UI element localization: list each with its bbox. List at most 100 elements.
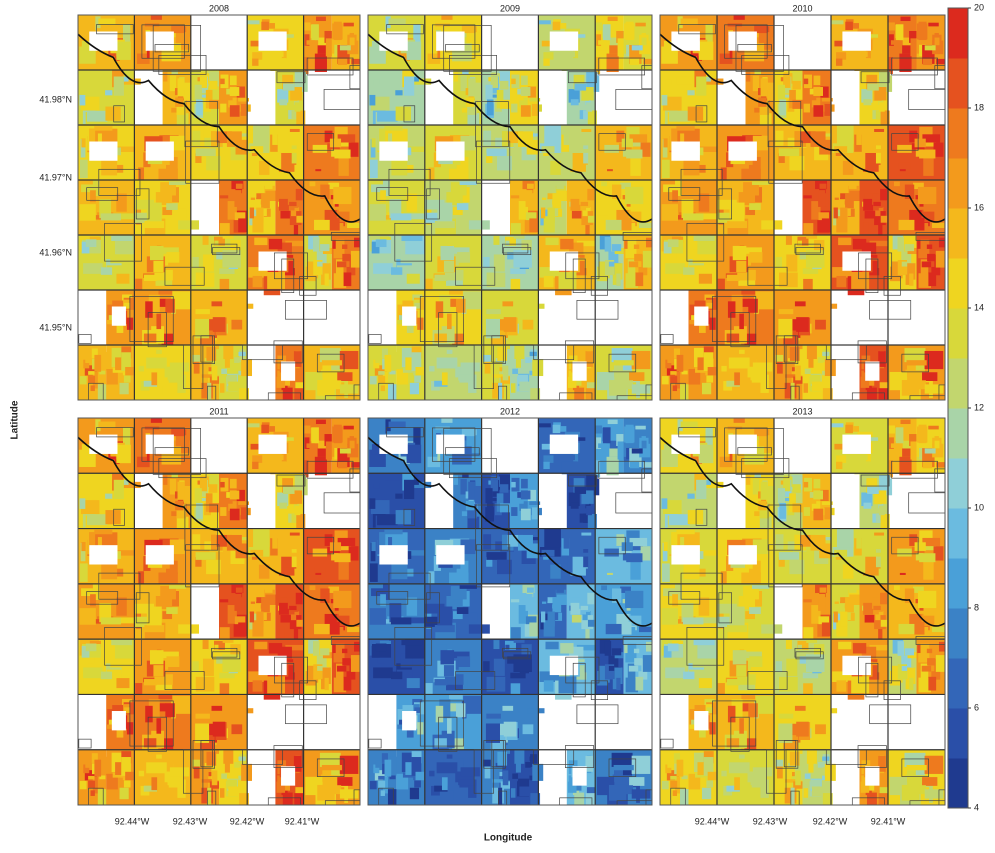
field-patch: [778, 488, 785, 503]
field-patch: [391, 617, 412, 624]
no-data: [89, 545, 117, 564]
field-patch: [854, 461, 870, 474]
field-patch: [932, 223, 944, 228]
field-patch: [915, 542, 926, 551]
x-tick-label: 92.44°W: [695, 816, 730, 826]
no-data: [728, 142, 757, 161]
field-patch: [807, 346, 817, 359]
field-patch: [295, 506, 301, 515]
field-patch: [815, 724, 826, 734]
field-patch: [635, 426, 645, 430]
field-patch: [609, 666, 614, 671]
field-patch: [776, 257, 782, 268]
field-patch: [699, 42, 714, 60]
field-patch: [370, 204, 386, 221]
field-patch: [888, 22, 895, 30]
field-patch: [625, 187, 643, 204]
field-patch: [503, 770, 509, 785]
no-data: [550, 32, 578, 51]
field-patch: [385, 480, 400, 488]
field-patch: [463, 696, 483, 714]
field-patch: [804, 104, 810, 113]
field-patch: [435, 221, 455, 228]
field-patch: [166, 252, 179, 263]
field-patch: [681, 422, 698, 428]
field-patch: [544, 529, 561, 547]
field-patch: [153, 261, 163, 272]
field-patch: [350, 441, 355, 449]
field-patch: [338, 158, 348, 176]
colorbar-band: [948, 708, 968, 759]
field-patch: [820, 588, 827, 593]
field-patch: [568, 150, 573, 169]
field-patch: [261, 425, 269, 433]
field-patch: [734, 777, 740, 790]
field-patch: [687, 494, 694, 499]
field-patch: [296, 620, 302, 627]
field-patch: [219, 673, 234, 679]
field-patch: [635, 272, 643, 286]
field-patch: [836, 462, 842, 469]
field-patch: [867, 487, 879, 494]
no-data: [865, 362, 879, 381]
field-patch: [320, 244, 329, 251]
field-patch: [526, 594, 533, 611]
field-patch: [896, 24, 904, 40]
field-patch: [581, 533, 591, 536]
field-patch: [733, 650, 747, 664]
field-patch: [370, 160, 378, 178]
field-patch: [750, 375, 768, 381]
field-patch: [267, 455, 284, 461]
field-patch: [151, 15, 162, 20]
field-patch: [601, 585, 607, 590]
field-patch: [192, 760, 200, 767]
map-panel: [660, 418, 968, 820]
field-patch: [525, 357, 530, 363]
field-patch: [570, 603, 580, 615]
field-patch: [888, 425, 895, 433]
field-patch: [86, 643, 97, 651]
field-patch: [414, 780, 421, 787]
field-patch: [416, 367, 425, 375]
field-patch: [572, 615, 582, 623]
field-patch: [351, 655, 361, 672]
field-patch: [923, 158, 933, 176]
field-patch: [214, 241, 218, 246]
field-patch: [890, 450, 900, 454]
field-patch: [407, 42, 422, 60]
field-patch: [354, 238, 360, 248]
field-patch: [230, 87, 240, 96]
field-patch: [899, 54, 911, 72]
field-patch: [292, 549, 297, 567]
field-patch: [666, 483, 672, 488]
field-patch: [391, 213, 412, 220]
field-patch: [504, 722, 517, 737]
colorbar-band: [948, 208, 968, 259]
no-data: [842, 656, 871, 675]
field-patch: [761, 220, 782, 229]
field-patch: [761, 209, 770, 219]
field-patch: [377, 514, 398, 525]
field-patch: [612, 753, 633, 767]
field-patch: [873, 202, 880, 206]
field-patch: [541, 612, 545, 623]
field-patch: [493, 236, 499, 245]
field-patch: [668, 643, 679, 651]
field-patch: [836, 680, 846, 691]
field-patch: [521, 509, 531, 521]
field-patch: [376, 239, 387, 247]
field-patch: [385, 760, 392, 777]
field-patch: [795, 706, 806, 711]
field-patch: [917, 426, 927, 442]
no-data: [865, 766, 879, 785]
field-patch: [727, 275, 740, 281]
field-patch: [902, 785, 920, 801]
field-patch: [159, 694, 173, 699]
field-patch: [741, 694, 755, 699]
field-patch: [532, 104, 538, 116]
field-patch: [440, 246, 454, 260]
field-patch: [706, 376, 713, 383]
field-patch: [632, 756, 651, 774]
field-patch: [779, 552, 799, 560]
field-patch: [670, 371, 676, 375]
